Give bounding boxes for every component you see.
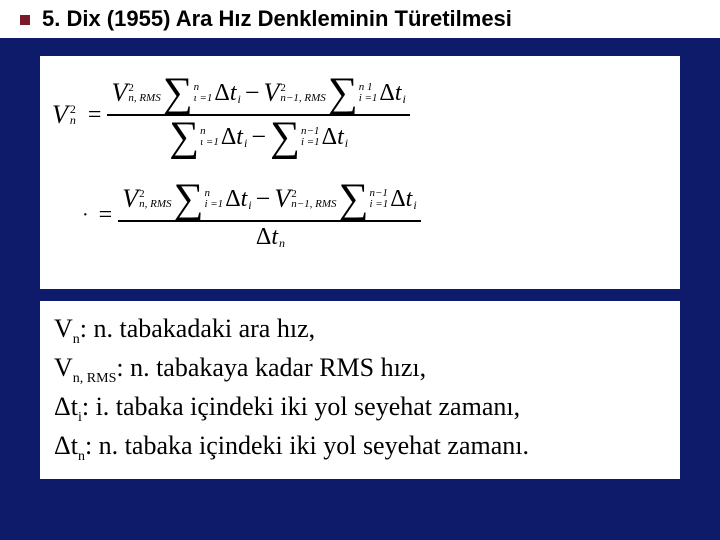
eq1-sig2-bot: i =1 — [359, 93, 378, 104]
var-t: t — [271, 224, 278, 251]
var-t: t — [230, 80, 237, 107]
eq1-n1-sub: n, RMS — [128, 93, 160, 103]
eq2-numerator: V 2 n, RMS ∑ n i =1 Δti − — [118, 180, 420, 218]
equation-1: V 2 n = V 2 n, RMS ∑ n — [52, 74, 668, 156]
def-line-1: Vn: n. tabakadaki ara hız, — [54, 311, 666, 350]
eq2-n2-V: V — [274, 184, 290, 214]
equals: = — [88, 102, 102, 129]
eq1-fraction: V 2 n, RMS ∑ n ι =1 Δti − — [107, 74, 409, 156]
sub-i: i — [345, 136, 348, 151]
eq2-n1-V: V — [122, 184, 138, 214]
eq2-sig2-bot: i =1 — [369, 199, 388, 210]
var-t: t — [241, 186, 248, 213]
var-t: t — [337, 124, 344, 151]
sub-n: n — [279, 236, 285, 251]
eq1-lhs: V 2 n — [52, 100, 76, 130]
sigma-icon: ∑ — [169, 118, 199, 156]
eq1-dsig2-bot: i =1 — [301, 137, 320, 148]
sub-i: i — [248, 198, 251, 213]
definitions-box: Vn: n. tabakadaki ara hız, Vn, RMS: n. t… — [40, 301, 680, 479]
delta-icon: Δ — [390, 186, 405, 213]
title-bar: 5. Dix (1955) Ara Hız Denkleminin Türeti… — [0, 0, 720, 38]
minus: − — [256, 184, 271, 214]
eq1-denominator: ∑ n ι =1 Δti − ∑ n−1 i =1 — [165, 118, 352, 156]
sigma-icon: ∑ — [270, 118, 300, 156]
sub-i: i — [244, 136, 247, 151]
def3-text: : i. tabaka içindeki iki yol seyehat zam… — [82, 392, 520, 421]
sigma-icon: ∑ — [328, 74, 358, 112]
def4-sub: n — [78, 449, 85, 464]
formula-box: V 2 n = V 2 n, RMS ∑ n — [40, 56, 680, 289]
eq2-fraction: V 2 n, RMS ∑ n i =1 Δti − — [118, 180, 420, 251]
eq1-sig1-bot: ι =1 — [194, 93, 213, 104]
sub-i: i — [413, 198, 416, 213]
eq2-dot: · — [82, 204, 89, 227]
sigma-icon: ∑ — [339, 180, 369, 218]
equation-2: · = V 2 n, RMS ∑ n i =1 — [82, 180, 668, 251]
sigma-icon: ∑ — [174, 180, 204, 218]
delta-icon: Δ — [221, 124, 236, 151]
var-V: V — [52, 100, 68, 130]
minus: − — [245, 78, 260, 108]
delta-icon: Δ — [322, 124, 337, 151]
var-t: t — [406, 186, 413, 213]
def4-text: : n. tabaka içindeki iki yol seyehat zam… — [85, 431, 529, 460]
sigma-icon: ∑ — [163, 74, 193, 112]
def1-text: : n. tabakadaki ara hız, — [80, 314, 315, 343]
fraction-bar — [118, 220, 420, 222]
def1-sym: V — [54, 314, 73, 343]
def-line-2: Vn, RMS: n. tabakaya kadar RMS hızı, — [54, 350, 666, 389]
var-t: t — [236, 124, 243, 151]
var-t: t — [395, 80, 402, 107]
sub-i: i — [238, 92, 241, 107]
eq1-dsig1-bot: ι =1 — [200, 137, 219, 148]
def2-sym: V — [54, 353, 73, 382]
eq1-n2-sub: n−1, RMS — [280, 93, 325, 103]
minus: − — [251, 122, 266, 152]
sub-i: i — [403, 92, 406, 107]
delta-icon: Δ — [225, 186, 240, 213]
eq1-n1-V: V — [111, 78, 127, 108]
def2-sub: n, RMS — [73, 371, 117, 386]
eq2-denominator: Δtn — [250, 224, 289, 251]
eq2-sig1-bot: i =1 — [204, 199, 223, 210]
eq1-n2-V: V — [264, 78, 280, 108]
delta-icon: Δ — [214, 80, 229, 107]
delta-icon: Δ — [256, 224, 271, 251]
def-line-3: Δti: i. tabaka içindeki iki yol seyehat … — [54, 389, 666, 428]
def-line-4: Δtn: n. tabaka içindeki iki yol seyehat … — [54, 428, 666, 467]
eq2-n2-sub: n−1, RMS — [291, 199, 336, 209]
page-title: 5. Dix (1955) Ara Hız Denkleminin Türeti… — [42, 6, 512, 31]
equals: = — [99, 202, 113, 229]
def1-sub: n — [73, 332, 80, 347]
eq1-lhs-sub: n — [70, 115, 76, 126]
title-bullet — [20, 15, 30, 25]
delta-icon: Δ — [379, 80, 394, 107]
fraction-bar — [107, 114, 409, 116]
def2-text: : n. tabakaya kadar RMS hızı, — [116, 353, 426, 382]
def4-sym: Δt — [54, 431, 78, 460]
def3-sym: Δt — [54, 392, 78, 421]
eq1-numerator: V 2 n, RMS ∑ n ι =1 Δti − — [107, 74, 409, 112]
eq2-n1-sub: n, RMS — [139, 199, 171, 209]
